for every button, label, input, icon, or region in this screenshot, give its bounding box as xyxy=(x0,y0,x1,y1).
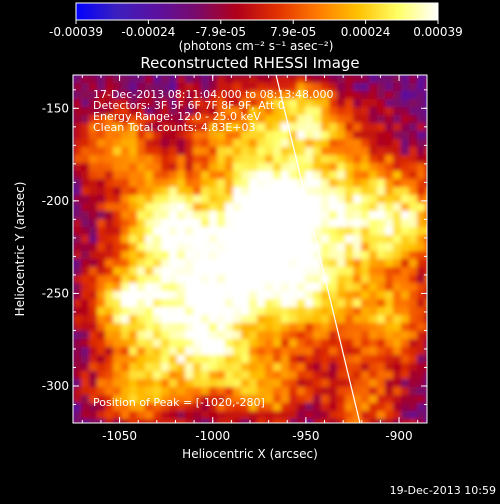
x-tick-label: -950 xyxy=(292,429,319,443)
annotation-detectors: Detectors: 3F 5F 6F 7F 8F 9F, Att 0 xyxy=(93,99,285,112)
y-tick-label: -200 xyxy=(42,194,69,208)
x-axis-label: Heliocentric X (arcsec) xyxy=(182,447,318,461)
colorbar-tick-label: -7.9e-05 xyxy=(196,25,246,39)
colorbar: -0.00039 -0.00024 -7.9e-05 7.9e-05 0.00024 0.… xyxy=(49,2,463,53)
y-tick-label: -250 xyxy=(42,286,69,300)
plot-title: Reconstructed RHESSI Image xyxy=(140,54,359,72)
x-tick-label: -1050 xyxy=(102,429,137,443)
colorbar-tick-label: -0.00024 xyxy=(121,25,175,39)
y-tick-label: -300 xyxy=(42,379,69,393)
rhessi-image xyxy=(73,75,427,423)
colorbar-ticks: -0.00039 -0.00024 -7.9e-05 7.9e-05 0.00024 0.… xyxy=(49,20,463,39)
annotation-energy-range: Energy Range: 12.0 - 25.0 keV xyxy=(93,110,261,123)
colorbar-tick-label: -0.00039 xyxy=(49,25,103,39)
solar-limb-line xyxy=(275,75,361,423)
y-tick-label: -150 xyxy=(42,101,69,115)
y-axis-ticks: -150 -200 -250 -300 xyxy=(42,89,427,405)
colorbar-tick-label: 0.00039 xyxy=(413,25,463,39)
x-tick-label: -900 xyxy=(385,429,412,443)
x-axis-ticks: -1050 -1000 -950 -900 xyxy=(81,75,419,443)
colorbar-tick-label: 7.9e-05 xyxy=(270,25,316,39)
annotation-clean-counts: Clean Total counts: 4.83E+03 xyxy=(93,121,256,134)
x-tick-label: -1000 xyxy=(195,429,230,443)
colorbar-gradient xyxy=(75,2,439,21)
colorbar-units-label: (photons cm⁻² s⁻¹ asec⁻²) xyxy=(179,39,334,53)
footer-timestamp: 19-Dec-2013 10:59 xyxy=(390,484,496,497)
annotation-peak-position: Position of Peak = [-1020,-280] xyxy=(93,396,265,409)
image-annotations: 17-Dec-2013 08:11:04.000 to 08:13:48.000… xyxy=(93,88,334,409)
annotation-time-range: 17-Dec-2013 08:11:04.000 to 08:13:48.000 xyxy=(93,88,334,101)
colorbar-tick-label: 0.00024 xyxy=(341,25,391,39)
y-axis-label: Heliocentric Y (arcsec) xyxy=(13,182,27,317)
